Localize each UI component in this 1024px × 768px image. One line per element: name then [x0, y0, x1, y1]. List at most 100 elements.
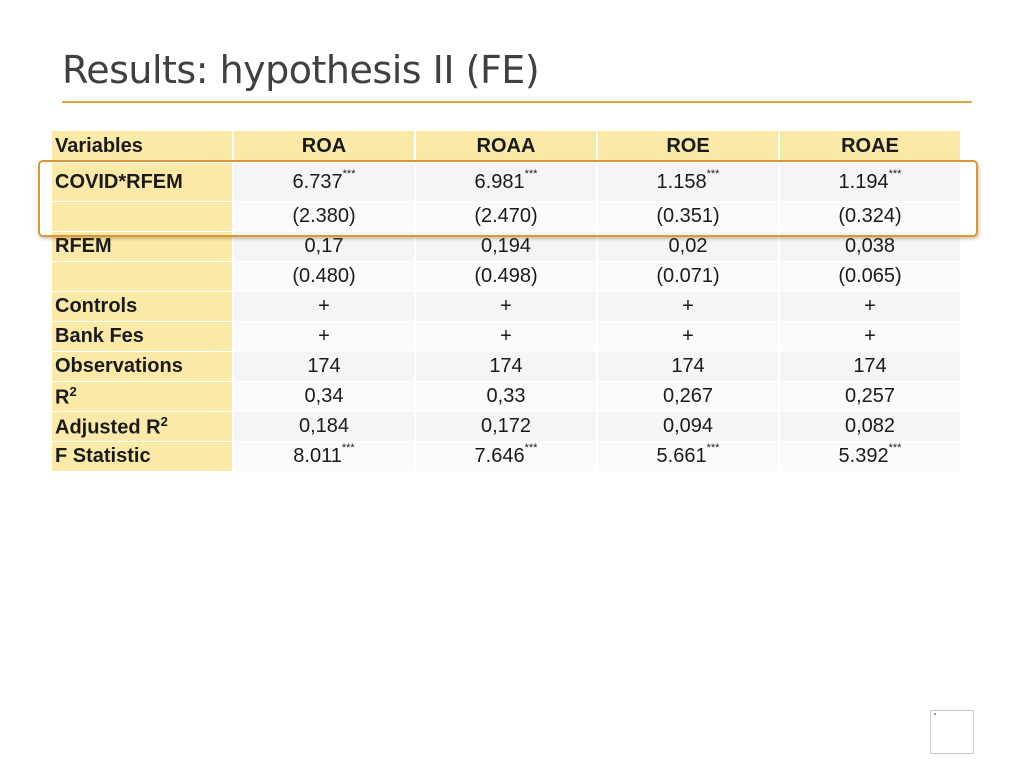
row-label: R2 [52, 382, 232, 411]
results-table: Variables ROA ROAA ROE ROAE COVID*RFEM 6.… [50, 130, 962, 472]
cell-value: (2.470) [474, 205, 538, 227]
cell-value: 174 [307, 355, 341, 377]
cell-value: 6.981 [474, 170, 525, 193]
cell-value: 1.194 [838, 170, 889, 193]
cell-value: + [318, 325, 330, 347]
cell-value: 0,267 [662, 385, 714, 407]
cell-value: 0,094 [662, 415, 714, 437]
cell-value: 0,33 [486, 385, 526, 407]
cell-value: 0,34 [304, 385, 344, 407]
significance-stars: *** [524, 167, 538, 180]
table-cell: 0,267 [598, 382, 778, 411]
slide-title: Results: hypothesis II (FE) [62, 48, 540, 92]
cell-value: 6.737 [292, 170, 343, 193]
row-label-text: Controls [55, 295, 138, 317]
row-label-text: R [55, 386, 70, 409]
cell-value: (0.480) [292, 265, 356, 287]
row-label: RFEM [52, 232, 232, 261]
table-cell: 6.981*** [416, 163, 596, 201]
table-cell: 7.646*** [416, 442, 596, 471]
cell-value: + [864, 295, 876, 317]
row-label [52, 202, 232, 231]
cell-value: 174 [671, 355, 705, 377]
significance-stars: *** [524, 442, 538, 454]
cell-value: 1.158 [656, 170, 707, 193]
cell-value: 0,17 [304, 235, 344, 257]
cell-value: 7.646 [474, 445, 525, 467]
variables-header: Variables [52, 131, 232, 162]
cell-value: (2.380) [292, 205, 356, 227]
cell-value: + [864, 325, 876, 347]
table-cell: (0.498) [416, 262, 596, 291]
table-cell: (2.470) [416, 202, 596, 231]
cell-value: 0,257 [844, 385, 896, 407]
table-cell: 0,33 [416, 382, 596, 411]
table-cell: + [780, 322, 960, 351]
row-label-text: Bank Fes [55, 325, 144, 347]
table-cell: + [780, 292, 960, 321]
cell-value: + [500, 295, 512, 317]
row-label-text: Adjusted R [55, 416, 161, 439]
table-cell: (0.351) [598, 202, 778, 231]
table-cell: 174 [234, 352, 414, 381]
row-label: Bank Fes [52, 322, 232, 351]
table-row: F Statistic 8.011*** 7.646*** 5.661*** 5.392… [52, 442, 960, 471]
column-header-roa: ROA [234, 131, 414, 162]
column-header-roae: ROAE [780, 131, 960, 162]
table-cell: 0,194 [416, 232, 596, 261]
table-cell: 0,172 [416, 412, 596, 441]
table-cell: 0,17 [234, 232, 414, 261]
table-cell: 0,02 [598, 232, 778, 261]
row-label [52, 262, 232, 291]
cell-value: + [318, 295, 330, 317]
table-cell: + [416, 322, 596, 351]
title-underline [62, 101, 972, 103]
table-cell: 8.011*** [234, 442, 414, 471]
table-cell: 5.392*** [780, 442, 960, 471]
table-cell: 0,34 [234, 382, 414, 411]
row-label-text: F Statistic [55, 445, 151, 467]
table-row: R2 0,34 0,33 0,267 0,257 [52, 382, 960, 411]
table-cell: 1.158*** [598, 163, 778, 201]
cell-value: + [682, 325, 694, 347]
table-row: Bank Fes + + + + [52, 322, 960, 351]
table-cell: + [598, 292, 778, 321]
cell-value: (0.071) [656, 265, 720, 287]
row-label-text: RFEM [55, 235, 112, 257]
table-cell: 0,184 [234, 412, 414, 441]
table-cell: 0,082 [780, 412, 960, 441]
cell-value: + [682, 295, 694, 317]
cell-value: (0.324) [838, 205, 902, 227]
cell-value: 5.392 [838, 445, 889, 467]
table-row: (2.380) (2.470) (0.351) (0.324) [52, 202, 960, 231]
table-cell: 0,038 [780, 232, 960, 261]
significance-stars: *** [341, 442, 355, 454]
table-cell: 174 [598, 352, 778, 381]
table-cell: + [234, 292, 414, 321]
table-row: Adjusted R2 0,184 0,172 0,094 0,082 [52, 412, 960, 441]
slide-number-box [930, 710, 974, 754]
column-header-roe: ROE [598, 131, 778, 162]
row-label: COVID*RFEM [52, 163, 232, 201]
table-cell: 1.194*** [780, 163, 960, 201]
table-cell: 0,257 [780, 382, 960, 411]
table-cell: (0.324) [780, 202, 960, 231]
table-row: Controls + + + + [52, 292, 960, 321]
cell-value: + [500, 325, 512, 347]
cell-value: 0,02 [668, 235, 708, 257]
row-label-text: Observations [55, 355, 183, 377]
row-label: Adjusted R2 [52, 412, 232, 441]
cell-value: (0.351) [656, 205, 720, 227]
row-label: Observations [52, 352, 232, 381]
table-cell: + [416, 292, 596, 321]
cell-value: (0.498) [474, 265, 538, 287]
row-label: Controls [52, 292, 232, 321]
row-label-superscript: 2 [160, 413, 168, 429]
table-row: COVID*RFEM 6.737*** 6.981*** 1.158*** 1.194*… [52, 163, 960, 201]
table-cell: 6.737*** [234, 163, 414, 201]
table-cell: 174 [416, 352, 596, 381]
cell-value: 5.661 [656, 445, 707, 467]
cell-value: (0.065) [838, 265, 902, 287]
table-cell: 0,094 [598, 412, 778, 441]
